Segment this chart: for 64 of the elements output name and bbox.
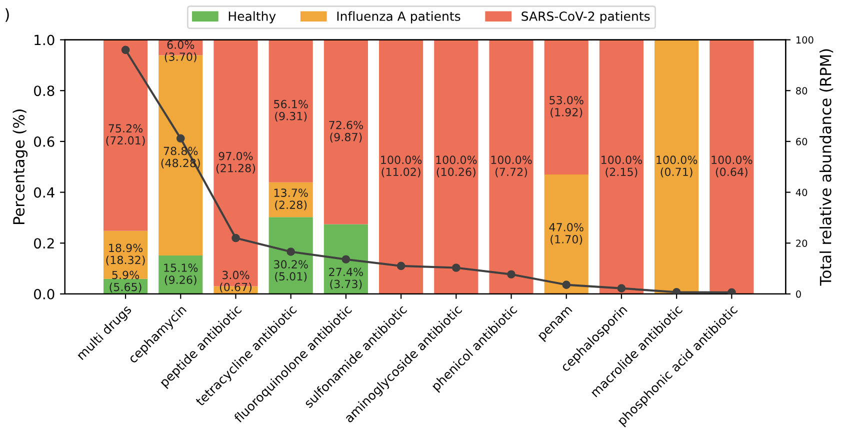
y-tick-label: 0.6: [34, 136, 54, 147]
point: [617, 284, 626, 293]
data-label: 100.0% (0.71): [656, 156, 698, 178]
bar: [268, 217, 313, 294]
y2-tick-label: 40: [796, 188, 808, 196]
y-tick-label: 0.4: [34, 187, 54, 198]
point: [176, 134, 185, 143]
bar: [489, 40, 534, 294]
bar: [544, 40, 588, 174]
bar: [324, 224, 368, 294]
data-label: 100.0% (2.15): [602, 156, 642, 178]
data-label: 13.7% (2.28): [274, 188, 308, 210]
point: [507, 270, 516, 279]
data-label: 15.1% (9.26): [164, 264, 198, 286]
bar: [158, 256, 203, 294]
y2-tick-label: 100: [796, 36, 814, 44]
y2-tick-label: 0: [796, 290, 801, 298]
point: [562, 280, 571, 289]
point: [121, 46, 130, 54]
y-tick-label: 0.0: [34, 288, 54, 300]
data-label: 100.0% (10.26): [436, 156, 477, 178]
legend-label: Healthy: [228, 11, 276, 24]
bar: [324, 40, 368, 224]
data-label: 18.9% (18.32): [106, 244, 145, 266]
data-label: 5.9% (5.65): [110, 270, 142, 293]
y-axis-title: Percentage (%): [12, 110, 28, 224]
y-tick-label: 0.8: [34, 86, 54, 96]
bar: [379, 40, 424, 294]
data-label: 100.0% (0.64): [712, 156, 752, 178]
bar: [544, 174, 588, 294]
point: [286, 248, 296, 256]
data-label: 6.0% (3.70): [164, 40, 196, 62]
y2-tick-label: 80: [796, 87, 808, 94]
legend-label: SARS-CoV-2 patients: [522, 11, 650, 24]
data-label: 72.6% (9.87): [329, 120, 363, 143]
data-label: 3.0% (0.67): [220, 270, 252, 293]
y-tick-label: 1.0: [34, 34, 54, 46]
data-label: 75.2% (72.01): [106, 124, 145, 146]
y-tick-label: 0.2: [34, 238, 54, 249]
bar: [268, 40, 313, 182]
bar: [654, 40, 699, 294]
point: [232, 234, 240, 242]
point: [452, 264, 460, 272]
point: [728, 288, 736, 294]
legend-label: Influenza A patients: [337, 11, 460, 24]
data-label: 30.2% (5.01): [274, 260, 308, 282]
data-label: 97.0% (21.28): [216, 152, 256, 174]
text: ): [5, 8, 9, 22]
point: [396, 262, 406, 270]
data-label: 100.0% (11.02): [381, 156, 422, 178]
data-label: 47.0% (1.70): [549, 223, 584, 245]
y2-tick-label: 60: [796, 138, 808, 146]
bar: [103, 40, 148, 231]
point: [672, 288, 681, 294]
data-label: 56.1% (9.31): [274, 100, 308, 122]
bar: [599, 40, 644, 294]
bar: [434, 40, 478, 294]
data-label: 27.4% (3.73): [329, 268, 363, 290]
y2-axis-title: Total relative abundance (RPM): [820, 49, 834, 286]
data-label: 100.0% (7.72): [491, 156, 532, 178]
y2-tick-label: 20: [796, 240, 808, 247]
data-label: 53.0% (1.92): [550, 96, 584, 118]
point: [342, 255, 350, 264]
bar: [710, 40, 754, 294]
